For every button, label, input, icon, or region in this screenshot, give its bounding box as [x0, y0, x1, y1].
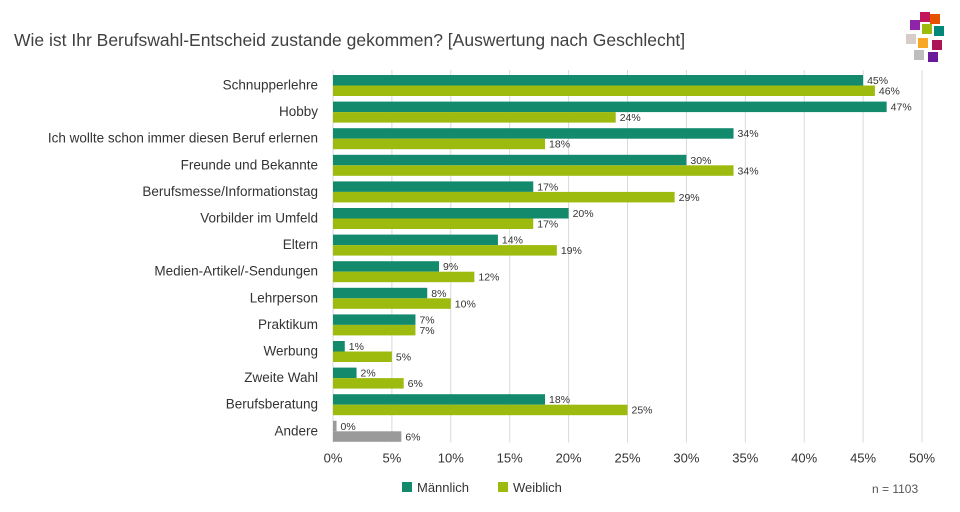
- x-tick-label: 35%: [732, 450, 758, 465]
- x-tick-label: 20%: [556, 450, 582, 465]
- value-label-maennlich: 47%: [891, 102, 912, 114]
- bar-weiblich: [333, 245, 557, 256]
- bar-maennlich: [333, 234, 498, 246]
- bar-weiblich: [333, 324, 416, 336]
- x-tick-label: 50%: [909, 450, 935, 465]
- bar-weiblich: [333, 165, 734, 176]
- value-labels: 45%46% 47% 24% 34% 18% 30% 34% 17% 29% 20% 17% 14% 1…: [341, 75, 912, 443]
- bar-maennlich: [333, 367, 357, 379]
- sample-size-note: n = 1103: [872, 482, 919, 496]
- value-label-maennlich: 9%: [443, 261, 458, 273]
- legend-label-maennlich: Männlich: [417, 480, 469, 495]
- category-label: Berufsberatung: [226, 397, 318, 412]
- bar-maennlich: [333, 181, 534, 192]
- value-label-weiblich: 12%: [478, 272, 499, 284]
- value-label-maennlich: 2%: [361, 368, 376, 380]
- bar-maennlich: [333, 420, 337, 432]
- x-tick-label: 30%: [673, 450, 699, 465]
- bar-maennlich: [333, 394, 546, 405]
- category-labels: Schnupperlehre Hobby Ich wollte schon imme…: [48, 78, 318, 439]
- category-label: Werbung: [263, 344, 318, 359]
- value-label-maennlich: 30%: [690, 155, 711, 167]
- bar-weiblich: [333, 378, 404, 389]
- category-label: Medien-Artikel/-Sendungen: [154, 264, 318, 279]
- value-label-weiblich: 18%: [549, 139, 570, 151]
- value-label-weiblich: 17%: [537, 219, 558, 231]
- bar-maennlich: [333, 287, 428, 299]
- value-label-weiblich: 46%: [879, 86, 900, 98]
- x-tick-label: 0%: [324, 450, 343, 465]
- value-label-maennlich: 1%: [349, 341, 364, 353]
- bar-weiblich: [333, 85, 875, 96]
- bar-maennlich: [333, 75, 864, 86]
- value-label-maennlich: 20%: [573, 208, 594, 220]
- category-label: Freunde und Bekannte: [181, 157, 318, 172]
- category-label: Andere: [274, 423, 318, 438]
- bars: [333, 75, 887, 442]
- legend-swatch-weiblich: [498, 482, 508, 492]
- x-tick-label: 40%: [791, 450, 817, 465]
- value-label-maennlich: 17%: [537, 181, 558, 193]
- bar-maennlich: [333, 261, 440, 272]
- value-label-weiblich: 24%: [620, 112, 641, 124]
- value-label-maennlich: 7%: [419, 314, 434, 326]
- x-tick-label: 25%: [614, 450, 640, 465]
- bar-weiblich: [333, 431, 402, 442]
- x-tick-label: 10%: [438, 450, 464, 465]
- bar-maennlich: [333, 128, 734, 139]
- value-label-weiblich: 6%: [405, 431, 420, 443]
- bar-weiblich: [333, 271, 475, 283]
- value-label-maennlich: 34%: [738, 128, 759, 140]
- value-label-weiblich: 29%: [679, 192, 700, 204]
- value-label-maennlich: 18%: [549, 394, 570, 406]
- category-label: Lehrperson: [250, 290, 318, 305]
- bar-maennlich: [333, 101, 887, 113]
- chart-title: Wie ist Ihr Berufswahl-Entscheid zustand…: [14, 30, 686, 50]
- value-label-maennlich: 8%: [431, 288, 446, 300]
- x-tick-label: 5%: [383, 450, 402, 465]
- bar-maennlich: [333, 208, 569, 219]
- value-label-weiblich: 7%: [419, 325, 434, 337]
- bar-maennlich: [333, 341, 345, 352]
- bar-weiblich: [333, 351, 392, 362]
- bar-weiblich: [333, 298, 451, 309]
- bar-weiblich: [333, 138, 546, 150]
- bar-weiblich: [333, 112, 616, 123]
- value-label-weiblich: 19%: [561, 245, 582, 257]
- legend-swatch-maennlich: [402, 482, 412, 492]
- value-label-maennlich: 0%: [341, 421, 356, 433]
- value-label-weiblich: 6%: [408, 378, 423, 390]
- value-label-maennlich: 45%: [867, 75, 888, 87]
- value-label-weiblich: 25%: [632, 405, 653, 417]
- bar-maennlich: [333, 314, 416, 325]
- bar-weiblich: [333, 191, 675, 203]
- bar-weiblich: [333, 404, 628, 416]
- value-label-maennlich: 14%: [502, 235, 523, 247]
- category-label: Eltern: [283, 237, 318, 252]
- legend-label-weiblich: Weiblich: [513, 480, 562, 495]
- category-label: Vorbilder im Umfeld: [200, 211, 318, 226]
- x-axis-ticks: 0% 5% 10% 15% 20% 25% 30% 35% 40% 45% 50%: [324, 450, 936, 465]
- category-label: Zweite Wahl: [244, 370, 318, 385]
- category-label: Berufsmesse/Informationstag: [142, 184, 318, 199]
- bar-weiblich: [333, 218, 534, 229]
- value-label-weiblich: 5%: [396, 352, 411, 364]
- x-tick-label: 45%: [850, 450, 876, 465]
- category-label: Ich wollte schon immer diesen Beruf erle…: [48, 131, 318, 146]
- logo-icon: [906, 12, 944, 62]
- legend: Männlich Weiblich: [402, 480, 562, 495]
- x-tick-label: 15%: [497, 450, 523, 465]
- value-label-weiblich: 10%: [455, 298, 476, 310]
- category-label: Praktikum: [258, 317, 318, 332]
- category-label: Hobby: [279, 104, 318, 119]
- category-label: Schnupperlehre: [223, 78, 318, 93]
- bar-maennlich: [333, 154, 687, 166]
- value-label-weiblich: 34%: [738, 165, 759, 177]
